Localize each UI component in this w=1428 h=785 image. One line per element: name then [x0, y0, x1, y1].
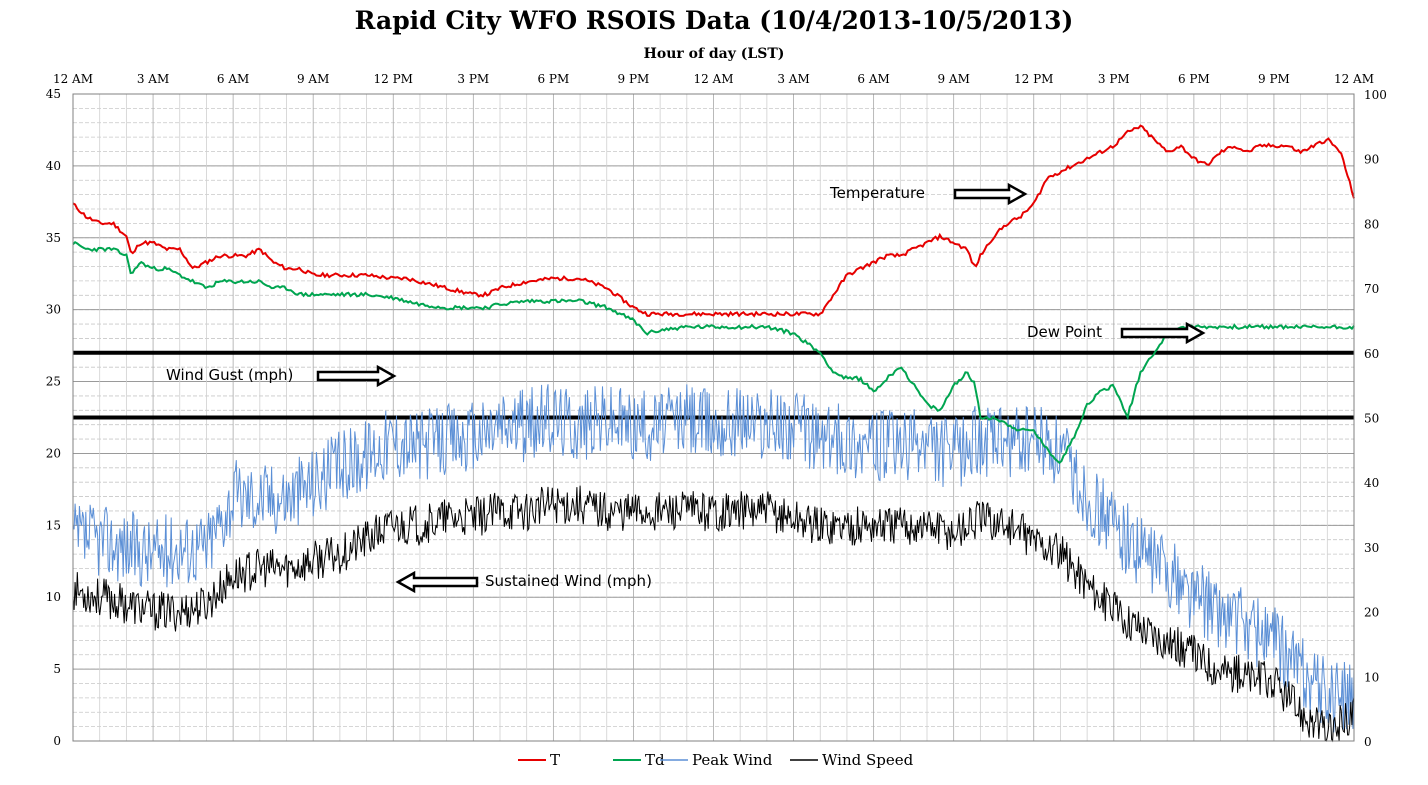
x-tick-label: 3 PM — [1098, 72, 1130, 86]
series-lines — [72, 124, 1355, 743]
y-right-tick-label: 0 — [1364, 735, 1372, 749]
temperature-arrow-icon — [953, 182, 1028, 206]
x-tick-label: 9 PM — [618, 72, 650, 86]
y-left-tick-label: 40 — [46, 159, 61, 173]
annotations: Temperature Dew Point Wind Gust (mph) Susta… — [166, 182, 1206, 594]
series-line-td — [72, 240, 1355, 465]
y-left-tick-label: 35 — [46, 231, 61, 245]
y-right-tick-label: 60 — [1364, 347, 1379, 361]
y-left-tick-label: 20 — [46, 446, 61, 460]
series-line-wind-speed — [72, 485, 1355, 743]
legend: T Td Peak Wind Wind Speed — [518, 751, 914, 769]
x-tick-label: 6 PM — [537, 72, 569, 86]
y-right-tick-label: 40 — [1364, 476, 1379, 490]
x-tick-label: 3 AM — [777, 72, 809, 86]
x-tick-label: 12 AM — [693, 72, 733, 86]
legend-label-td: Td — [645, 751, 665, 769]
x-tick-label: 3 AM — [137, 72, 169, 86]
y-left-tick-label: 45 — [46, 87, 61, 101]
annotation-wind-gust: Wind Gust (mph) — [166, 366, 293, 384]
y-left-tick-label: 10 — [46, 590, 61, 604]
sustained-wind-arrow-icon — [395, 570, 479, 594]
annotation-temperature: Temperature — [829, 184, 925, 202]
y-right-tick-label: 50 — [1364, 412, 1379, 426]
x-tick-label: 6 AM — [857, 72, 889, 86]
x-tick-label: 6 AM — [217, 72, 249, 86]
chart-title: Rapid City WFO RSOIS Data (10/4/2013-10/… — [354, 6, 1074, 35]
y-left-tick-label: 25 — [46, 375, 61, 389]
x-tick-label: 12 AM — [53, 72, 93, 86]
x-tick-label: 9 PM — [1258, 72, 1290, 86]
legend-label-wind-speed: Wind Speed — [822, 751, 914, 769]
x-tick-label: 12 PM — [1014, 72, 1053, 86]
x-tick-label: 12 PM — [374, 72, 413, 86]
series-line-t — [72, 124, 1355, 318]
annotation-dew-point: Dew Point — [1027, 323, 1102, 341]
y-right-tick-label: 30 — [1364, 541, 1379, 555]
y-left-tick-label: 15 — [46, 518, 61, 532]
x-tick-label: 9 AM — [297, 72, 329, 86]
y-right-tick-label: 20 — [1364, 606, 1379, 620]
tick-labels: 0 5 10 15 20 25 30 35 40 45 0 10 20 30 40 50 60 70 80 90 100… — [46, 72, 1387, 749]
plot-frame — [72, 93, 1355, 742]
x-tick-label: 3 PM — [457, 72, 489, 86]
dew-point-arrow-icon — [1120, 321, 1206, 345]
legend-label-peak-wind: Peak Wind — [692, 751, 773, 769]
x-tick-label: 9 AM — [937, 72, 969, 86]
x-tick-label: 12 AM — [1334, 72, 1374, 86]
x-tick-label: 6 PM — [1178, 72, 1210, 86]
y-right-tick-label: 10 — [1364, 670, 1379, 684]
y-right-tick-label: 100 — [1364, 88, 1387, 102]
y-right-tick-label: 90 — [1364, 153, 1379, 167]
y-left-tick-label: 30 — [46, 303, 61, 317]
annotation-sustained-wind: Sustained Wind (mph) — [485, 572, 652, 590]
y-right-tick-label: 70 — [1364, 282, 1379, 296]
wind-gust-arrow-icon — [316, 364, 397, 388]
axes — [72, 93, 1355, 742]
y-left-tick-label: 0 — [53, 734, 61, 748]
y-right-tick-label: 80 — [1364, 217, 1379, 231]
x-axis-title: Hour of day (LST) — [643, 46, 785, 62]
reference-lines — [73, 350, 1354, 420]
legend-label-t: T — [550, 751, 560, 769]
series-line-peak-wind — [72, 384, 1355, 733]
y-left-tick-label: 5 — [53, 662, 61, 676]
